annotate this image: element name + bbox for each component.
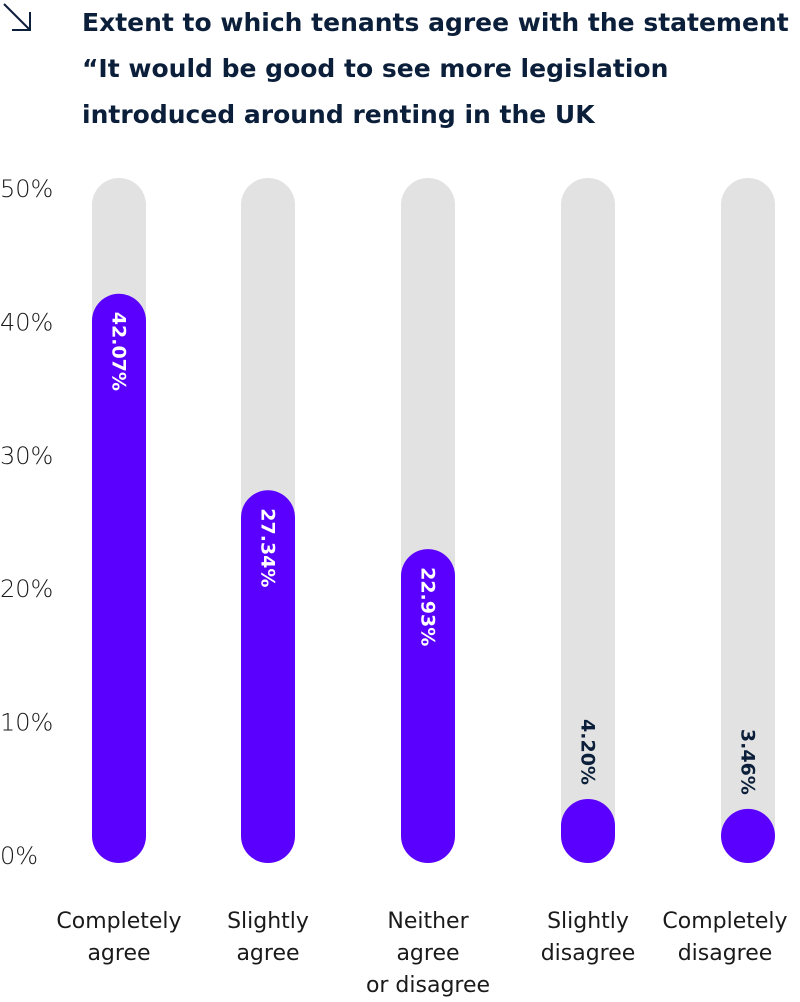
page: {"chart_data": {"type": "bar", "title": … [0,3,789,998]
value-label: 22.93% [416,567,438,646]
y-tick-label: 10% [0,709,53,737]
y-tick-label: 50% [0,175,53,203]
bar [401,549,455,863]
y-tick-label: 40% [0,308,53,336]
bar-track [721,178,775,863]
x-tick-label: Slightly agree [227,909,309,966]
y-tick-label: 30% [0,442,53,470]
value-label: 42.07% [107,312,129,391]
value-label: 3.46% [736,729,758,795]
value-label: 4.20% [576,719,598,785]
y-tick-label: 0% [0,842,38,870]
chart-title: Extent to which tenants agree with the s… [82,8,789,129]
x-tick-label: Slightly disagree [540,909,636,966]
y-tick-label: 20% [0,575,53,603]
bar-track [561,178,615,863]
value-label: 27.34% [256,508,278,587]
bar [721,808,775,863]
chart: 0% 10% 20% 30% 40% 50% 42.07% 27.34% 22.93% 4.20%… [0,3,775,870]
x-tick-label: Completely disagree [662,909,788,966]
bar [92,293,146,863]
arrow-icon [3,3,31,31]
bar [561,798,615,863]
x-tick-label: Neither agree or disagree [365,909,491,998]
bar [241,490,295,863]
x-tick-label: Completely agree [56,909,182,966]
